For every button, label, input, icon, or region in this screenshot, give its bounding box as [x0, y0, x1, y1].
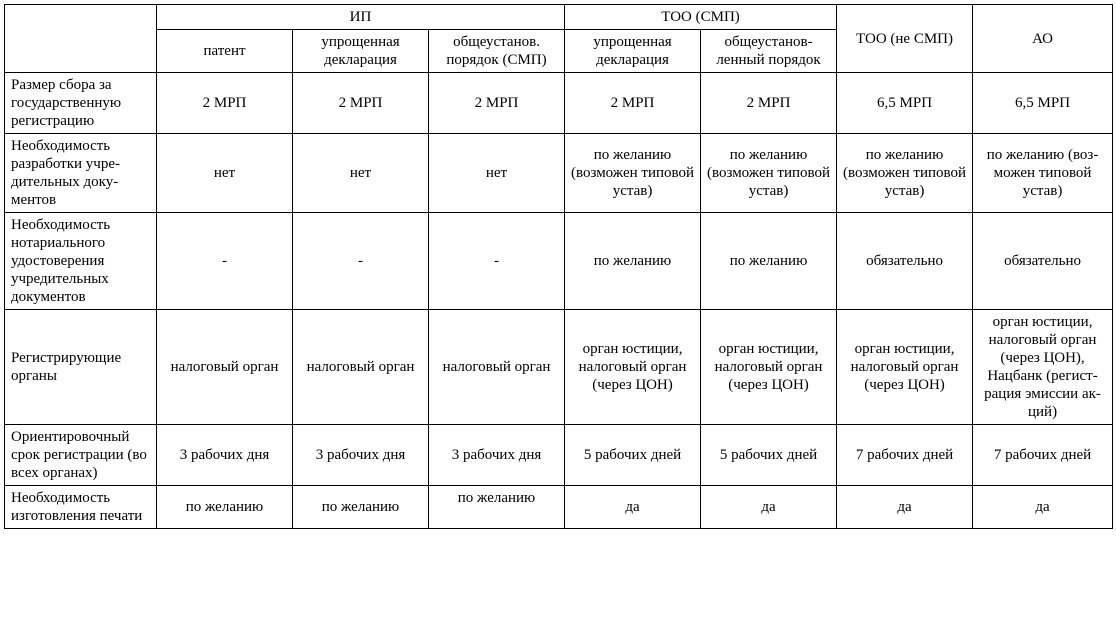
cell: -	[293, 213, 429, 310]
cell: 3 рабочих дня	[293, 425, 429, 486]
table-row: Размер сбора за государственную регистра…	[5, 73, 1113, 134]
cell: по желанию (возможен типовой ус­тав)	[701, 134, 837, 213]
cell: обязательно	[973, 213, 1113, 310]
header-ip-group: ИП	[157, 5, 565, 30]
header-ao: АО	[973, 5, 1113, 73]
cell: 2 МРП	[293, 73, 429, 134]
cell: нет	[293, 134, 429, 213]
cell: орган юстиции, налоговый орган (через ЦО…	[565, 310, 701, 425]
header-general-smp: общеустанов. порядок (СМП)	[429, 30, 565, 73]
row-label: Ориентировочный срок регистрации (во все…	[5, 425, 157, 486]
table-body: Размер сбора за государственную регистра…	[5, 73, 1113, 529]
table-header: ИП ТОО (СМП) ТОО (не СМП) АО патент упро…	[5, 5, 1113, 73]
cell: по желанию	[429, 486, 565, 529]
row-label: Размер сбора за государственную регистра…	[5, 73, 157, 134]
table-row: Необходимость нотариального удостоверени…	[5, 213, 1113, 310]
cell: 6,5 МРП	[837, 73, 973, 134]
table-row: Необходимость разработки учре­дительных …	[5, 134, 1113, 213]
table-row: Регистрирующие органы налоговый ор­ган н…	[5, 310, 1113, 425]
row-label: Регистрирующие органы	[5, 310, 157, 425]
cell: 5 рабочих дней	[701, 425, 837, 486]
cell: нет	[157, 134, 293, 213]
table-row: Необходимость изготовления пе­чати по же…	[5, 486, 1113, 529]
cell: по желанию	[157, 486, 293, 529]
cell: налоговый ор­ган	[157, 310, 293, 425]
table-row: Ориентировочный срок регистрации (во все…	[5, 425, 1113, 486]
cell: 5 рабочих дней	[565, 425, 701, 486]
cell: орган юстиции, налоговый ор­ган (через Ц…	[837, 310, 973, 425]
header-too-not-smp: ТОО (не СМП)	[837, 5, 973, 73]
cell: налоговый ор­ган	[293, 310, 429, 425]
comparison-table: ИП ТОО (СМП) ТОО (не СМП) АО патент упро…	[4, 4, 1113, 529]
cell: 2 МРП	[565, 73, 701, 134]
header-general-too: общеустанов­ленный поря­док	[701, 30, 837, 73]
header-upr-decl-too: упрощенная декларация	[565, 30, 701, 73]
cell: налоговый орган	[429, 310, 565, 425]
cell: по желанию (возможен типовой ус­тав)	[837, 134, 973, 213]
cell: нет	[429, 134, 565, 213]
cell: -	[157, 213, 293, 310]
row-label: Необходимость разработки учре­дительных …	[5, 134, 157, 213]
cell: да	[837, 486, 973, 529]
cell: да	[701, 486, 837, 529]
cell: орган юстиции, налоговый орган (через ЦО…	[973, 310, 1113, 425]
cell: 6,5 МРП	[973, 73, 1113, 134]
cell: 2 МРП	[157, 73, 293, 134]
cell: по желанию (воз­можен типовой устав)	[973, 134, 1113, 213]
header-patent: патент	[157, 30, 293, 73]
cell: обязательно	[837, 213, 973, 310]
header-upr-decl-ip: упрощенная декларация	[293, 30, 429, 73]
cell: 2 МРП	[701, 73, 837, 134]
cell: по желанию (возможен ти­повой устав)	[565, 134, 701, 213]
cell: по желанию	[701, 213, 837, 310]
cell: -	[429, 213, 565, 310]
row-label: Необходимость нотариального удостоверени…	[5, 213, 157, 310]
header-row-1: ИП ТОО (СМП) ТОО (не СМП) АО	[5, 5, 1113, 30]
cell: 2 МРП	[429, 73, 565, 134]
header-too-smp-group: ТОО (СМП)	[565, 5, 837, 30]
cell: 7 рабочих дней	[973, 425, 1113, 486]
cell: по желанию	[293, 486, 429, 529]
cell: 3 рабочих дня	[429, 425, 565, 486]
header-blank	[5, 5, 157, 73]
cell: да	[973, 486, 1113, 529]
row-label: Необходимость изготовления пе­чати	[5, 486, 157, 529]
cell: по желанию	[565, 213, 701, 310]
cell: 3 рабочих дня	[157, 425, 293, 486]
cell: да	[565, 486, 701, 529]
cell: орган юстиции, налоговый ор­ган (через Ц…	[701, 310, 837, 425]
cell: 7 рабочих дней	[837, 425, 973, 486]
